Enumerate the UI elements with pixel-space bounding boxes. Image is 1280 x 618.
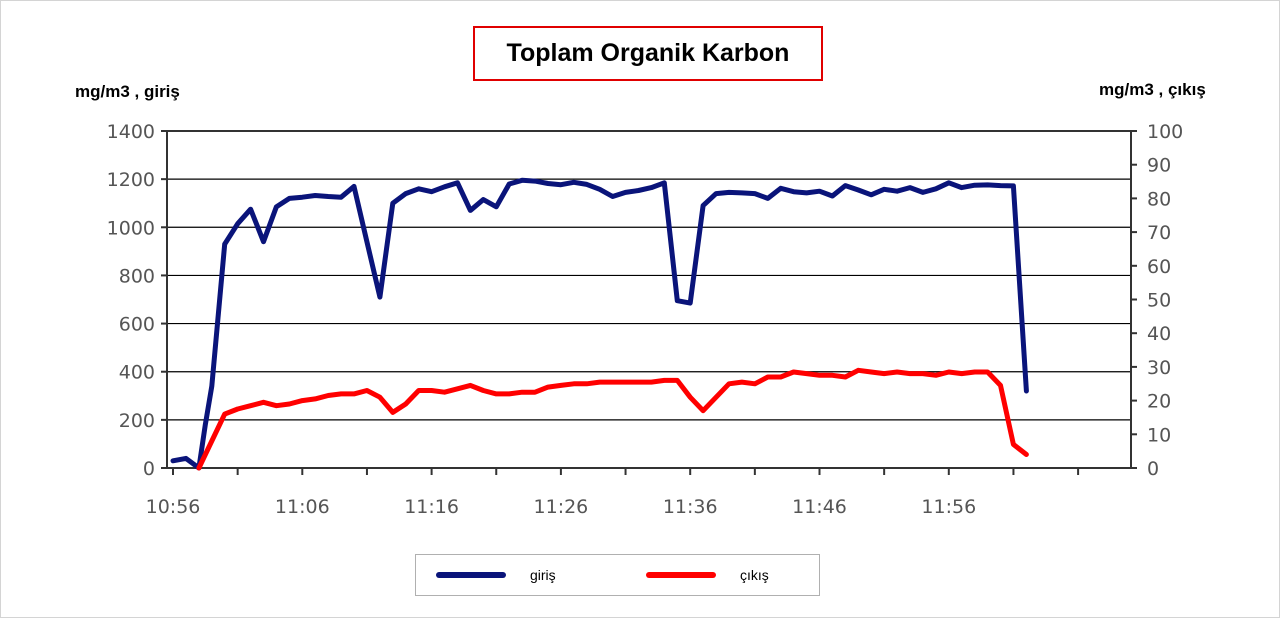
series-line-cikis	[196, 367, 1029, 471]
right-tick-label-30: 30	[1147, 357, 1171, 379]
right-tick-label-80: 80	[1147, 188, 1171, 210]
legend-item-cikis: çıkış	[646, 555, 769, 595]
right-axis-title: mg/m3 , çıkış	[1099, 80, 1206, 99]
x-tick-label-6: 11:56	[921, 496, 976, 518]
legend: giriş çıkış	[415, 554, 820, 596]
legend-item-giris: giriş	[436, 555, 556, 595]
right-tick-label-100: 100	[1147, 121, 1183, 143]
right-tick-label-60: 60	[1147, 256, 1171, 278]
right-tick-label-40: 40	[1147, 323, 1171, 345]
x-tick-label-4: 11:36	[663, 496, 718, 518]
x-tick-label-5: 11:46	[792, 496, 847, 518]
legend-label-cikis: çıkış	[740, 567, 769, 583]
legend-label-giris: giriş	[530, 567, 556, 583]
left-tick-label-600: 600	[119, 314, 155, 336]
left-tick-label-1000: 1000	[107, 217, 155, 239]
chart-title: Toplam Organik Karbon	[506, 39, 790, 67]
left-tick-label-400: 400	[119, 362, 155, 384]
x-tick-label-2: 11:16	[404, 496, 459, 518]
left-tick-label-800: 800	[119, 265, 155, 287]
right-tick-label-50: 50	[1147, 290, 1171, 312]
legend-line-cikis	[646, 572, 716, 578]
left-tick-label-0: 0	[143, 458, 155, 480]
legend-line-giris	[436, 572, 506, 578]
series-line-giris	[170, 177, 1029, 471]
x-tick-label-1: 11:06	[275, 496, 330, 518]
x-tick-label-3: 11:26	[534, 496, 589, 518]
x-tick-label-0: 10:56	[146, 496, 201, 518]
right-tick-label-70: 70	[1147, 222, 1171, 244]
left-tick-label-200: 200	[119, 410, 155, 432]
left-tick-label-1400: 1400	[107, 121, 155, 143]
right-tick-label-20: 20	[1147, 391, 1171, 413]
left-axis-title: mg/m3 , giriş	[75, 82, 180, 101]
right-tick-label-90: 90	[1147, 155, 1171, 177]
left-tick-label-1200: 1200	[107, 169, 155, 191]
chart-title-box: Toplam Organik Karbon	[473, 26, 823, 81]
right-tick-label-10: 10	[1147, 424, 1171, 446]
right-tick-label-0: 0	[1147, 458, 1159, 480]
